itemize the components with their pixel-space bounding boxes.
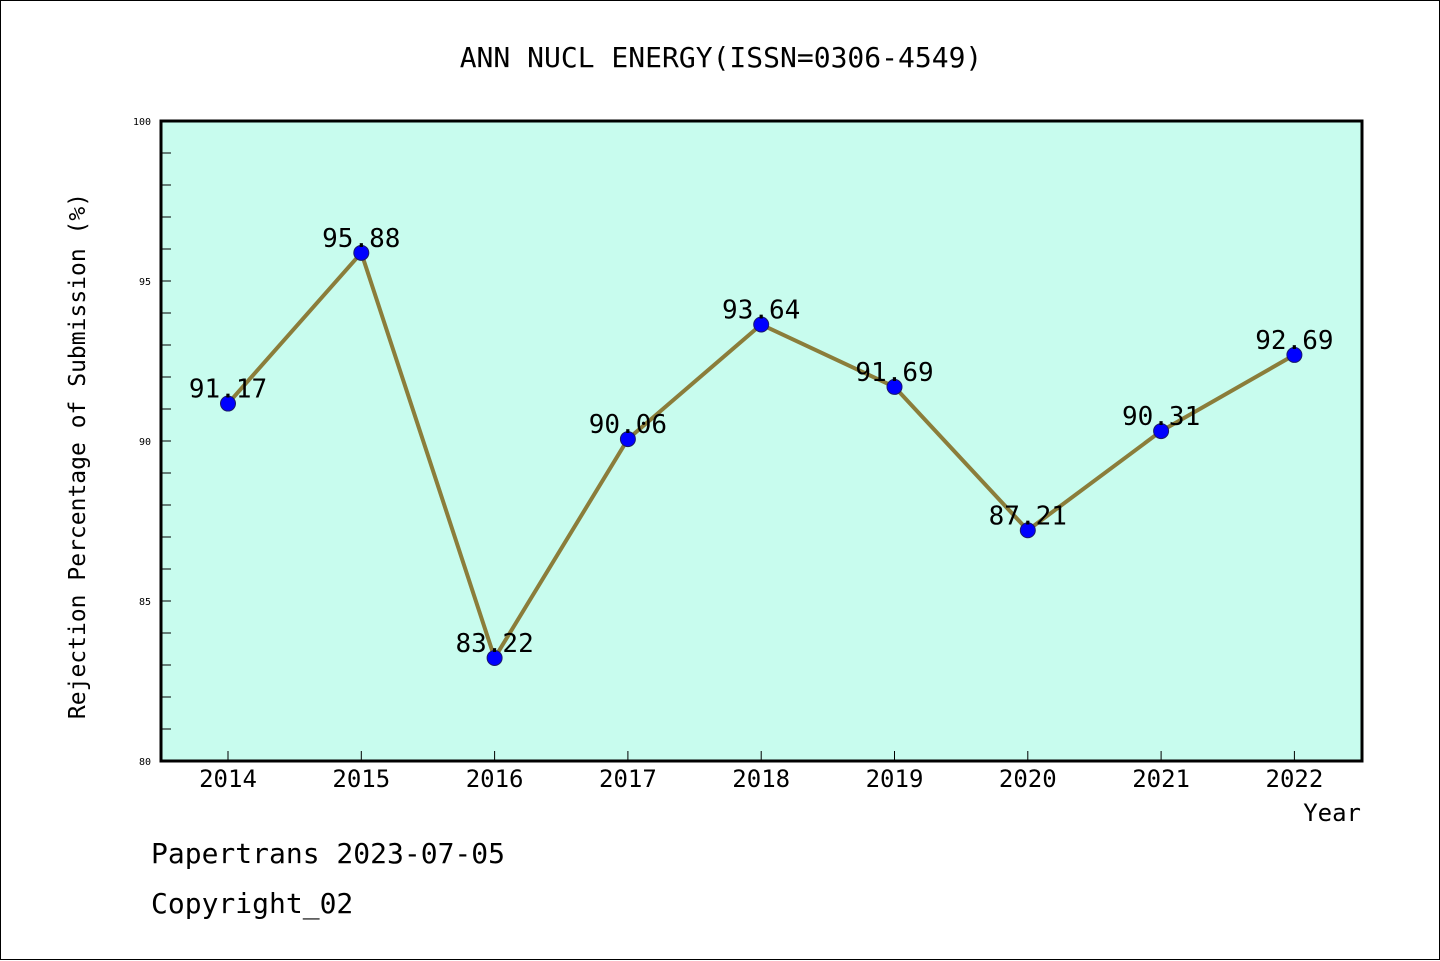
data-point — [486, 649, 503, 666]
data-point — [753, 316, 770, 333]
data-label: 83.22 — [455, 629, 533, 659]
data-labels: 91.17 95.88 83.22 90.06 93.64 91.69 87.21 90.31… — [189, 224, 1334, 659]
series-line — [226, 250, 1297, 660]
chart-title: ANN NUCL ENERGY(ISSN=0306-4549) — [460, 41, 983, 74]
data-label: 92.69 — [1255, 326, 1333, 356]
line-segment — [625, 322, 764, 442]
y-tick-label: 90 — [139, 437, 151, 448]
x-tick-label: 2019 — [866, 765, 924, 793]
line-segment — [1159, 352, 1297, 434]
plot-area — [159, 119, 1364, 763]
y-axis-ticks: 80 85 90 95 100 — [133, 117, 171, 768]
data-point — [1153, 423, 1170, 440]
data-label: 91.69 — [855, 358, 933, 388]
data-point — [886, 378, 903, 395]
x-tick-label: 2022 — [1266, 765, 1324, 793]
series-markers — [220, 244, 1303, 666]
data-point — [1019, 522, 1036, 539]
line-segment — [492, 437, 630, 660]
data-point — [220, 395, 236, 412]
data-label: 93.64 — [722, 296, 800, 326]
y-axis-title: Rejection Percentage of Submission (%) — [65, 193, 91, 719]
x-axis-title: Year — [1303, 799, 1361, 827]
y-tick-label: 85 — [139, 597, 151, 608]
line-segment — [359, 250, 497, 660]
x-tick-label: 2020 — [999, 765, 1057, 793]
x-axis-ticks: 2014 2015 2016 2017 2018 2019 2020 2021 2022 — [199, 751, 1323, 793]
y-tick-label: 100 — [133, 117, 151, 128]
data-label: 90.31 — [1122, 402, 1200, 432]
x-tick-label: 2021 — [1132, 765, 1190, 793]
line-segment — [1025, 429, 1164, 533]
data-label: 87.21 — [989, 501, 1067, 531]
y-tick-label: 95 — [139, 277, 151, 288]
x-tick-label: 2015 — [332, 765, 390, 793]
line-segment — [892, 384, 1030, 533]
x-tick-label: 2016 — [466, 765, 524, 793]
x-tick-label: 2018 — [732, 765, 790, 793]
x-tick-label: 2017 — [599, 765, 657, 793]
line-segment — [759, 322, 897, 389]
data-label: 90.06 — [589, 410, 667, 440]
data-point — [619, 431, 636, 448]
x-tick-label: 2014 — [199, 765, 257, 793]
line-segment — [226, 250, 364, 406]
data-label: 91.17 — [189, 375, 267, 405]
data-label: 95.88 — [322, 224, 400, 254]
footer-date-label: Papertrans 2023-07-05 — [151, 837, 506, 870]
footer-copyright-label: Copyright_02 — [151, 887, 354, 920]
data-point — [353, 244, 370, 261]
y-tick-label: 80 — [139, 757, 151, 768]
data-point — [1286, 346, 1303, 363]
